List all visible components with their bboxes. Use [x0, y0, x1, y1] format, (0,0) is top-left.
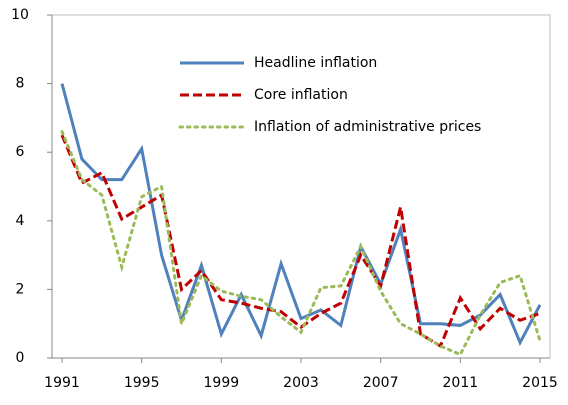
series-line	[60, 134, 541, 349]
legend-label: Core inflation	[254, 87, 348, 103]
y-tick-label: 8	[16, 76, 25, 92]
y-tick-label: 10	[11, 7, 29, 23]
y-tick-label: 2	[16, 281, 25, 297]
series-line	[60, 130, 542, 357]
x-tick-label: 1991	[44, 375, 80, 391]
x-tick-label: 1999	[204, 375, 240, 391]
legend-label: Headline inflation	[254, 55, 377, 71]
x-tick-label: 2003	[283, 375, 319, 391]
x-tick-label: 1995	[124, 375, 160, 391]
y-tick-label: 6	[16, 144, 25, 160]
series-line	[60, 83, 542, 347]
y-tick-label: 4	[16, 213, 25, 229]
legend-label: Inflation of administrative prices	[254, 119, 481, 135]
y-tick-label: 0	[16, 350, 25, 366]
x-tick-label: 2007	[363, 375, 399, 391]
x-tick-label: 2011	[443, 375, 479, 391]
legend: Headline inflation Core inflation Inflatio…	[178, 55, 481, 135]
x-tick-label: 2015	[522, 375, 558, 391]
